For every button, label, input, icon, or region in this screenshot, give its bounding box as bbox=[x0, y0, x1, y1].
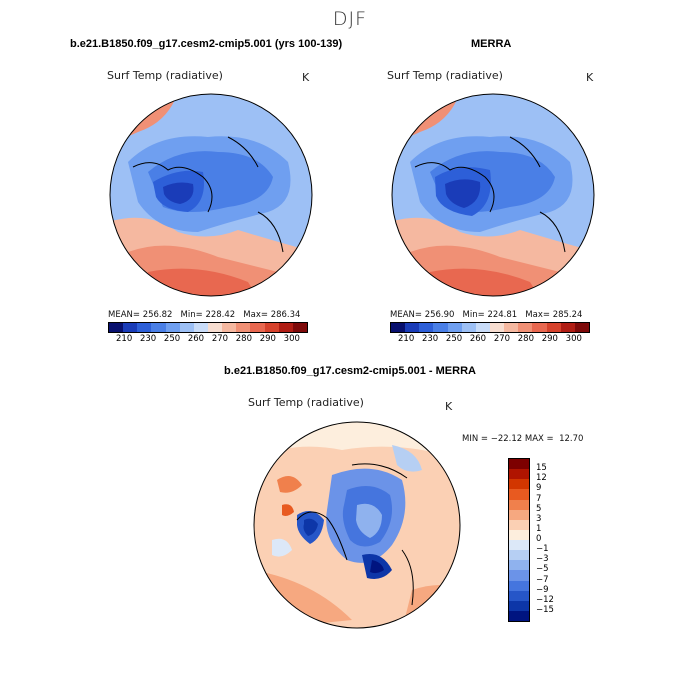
diff-colorbar-swatch bbox=[509, 560, 529, 571]
model-colorbar-swatch bbox=[151, 323, 166, 332]
diff-colorbar-tick-label: 0 bbox=[536, 534, 542, 544]
obs-stats: MEAN= 256.90 Min= 224.81 Max= 285.24 bbox=[390, 310, 583, 320]
obs-colorbar-tick-label: 290 bbox=[541, 334, 558, 344]
obs-colorbar-swatch bbox=[419, 323, 434, 332]
diff-colorbar bbox=[508, 458, 530, 622]
model-colorbar-swatch bbox=[236, 323, 251, 332]
diff-colorbar-tick-label: 9 bbox=[536, 483, 542, 494]
diff-colorbar-swatch bbox=[509, 590, 529, 601]
diff-colorbar-tick-label: 12 bbox=[536, 473, 547, 484]
model-colorbar-swatches bbox=[108, 322, 308, 333]
obs-colorbar-swatch bbox=[405, 323, 420, 332]
model-colorbar-swatch bbox=[292, 323, 307, 332]
diff-colorbar-tick-label: −5 bbox=[536, 564, 549, 575]
diff-colorbar-ticks: 15 12 9 7 5 3 1 0 −1 −3 −5 −7 −9 −12 −15 bbox=[536, 458, 576, 622]
diff-colorbar-swatch bbox=[509, 509, 529, 520]
diff-field-label: Surf Temp (radiative) bbox=[248, 396, 364, 409]
model-colorbar-tick-label: 300 bbox=[283, 334, 300, 344]
obs-colorbar-swatch bbox=[560, 323, 575, 332]
diff-units-label: K bbox=[445, 400, 453, 413]
obs-colorbar-swatch bbox=[447, 323, 462, 332]
obs-colorbar-tick-label: 280 bbox=[517, 334, 534, 344]
obs-colorbar-swatch bbox=[574, 323, 589, 332]
obs-colorbar-swatches bbox=[390, 322, 590, 333]
model-colorbar-swatch bbox=[109, 323, 124, 332]
model-units-label: K bbox=[302, 71, 310, 84]
obs-colorbar-ticks: 210 230 250 260 270 280 290 300 bbox=[398, 334, 582, 344]
model-colorbar-tick-label: 260 bbox=[187, 334, 205, 344]
obs-colorbar-swatch bbox=[504, 323, 519, 332]
diff-colorbar-tick-label: 7 bbox=[536, 493, 542, 504]
model-colorbar-ticks: 210 230 250 260 270 280 290 300 bbox=[116, 334, 300, 344]
diff-colorbar-tick-label: 15 bbox=[536, 463, 547, 474]
obs-units-label: K bbox=[586, 71, 594, 84]
model-panel-title: b.e21.B1850.f09_g17.cesm2-cmip5.001 (yrs… bbox=[70, 38, 343, 50]
obs-colorbar-tick-label: 210 bbox=[398, 334, 415, 344]
obs-colorbar-swatch bbox=[475, 323, 490, 332]
obs-colorbar-swatch bbox=[489, 323, 505, 332]
model-colorbar-swatch bbox=[123, 323, 138, 332]
model-colorbar-swatch bbox=[137, 323, 152, 332]
obs-colorbar-tick-label: 250 bbox=[445, 334, 463, 344]
model-colorbar-tick-label: 230 bbox=[139, 334, 157, 344]
diff-colorbar-swatch bbox=[509, 580, 529, 591]
diff-colorbar-swatch bbox=[509, 499, 529, 510]
model-colorbar-swatch bbox=[222, 323, 237, 332]
model-colorbar-tick-label: 270 bbox=[211, 334, 229, 344]
diff-colorbar-swatch bbox=[509, 550, 529, 561]
obs-field-label: Surf Temp (radiative) bbox=[387, 69, 503, 82]
obs-polar-map bbox=[391, 93, 595, 297]
diff-panel-title: b.e21.B1850.f09_g17.cesm2-cmip5.001 - ME… bbox=[224, 365, 476, 377]
model-stats: MEAN= 256.82 Min= 228.42 Max= 286.34 bbox=[108, 310, 301, 320]
obs-colorbar-swatch bbox=[546, 323, 561, 332]
diff-colorbar-swatch bbox=[509, 519, 529, 530]
model-colorbar-tick-label: 290 bbox=[259, 334, 276, 344]
obs-colorbar-swatch bbox=[461, 323, 476, 332]
diff-colorbar-tick-label: −1 bbox=[536, 544, 549, 555]
obs-colorbar-tick-label: 260 bbox=[469, 334, 487, 344]
diff-colorbar-tick-label: −7 bbox=[536, 574, 549, 585]
model-colorbar-swatch bbox=[250, 323, 265, 332]
diff-colorbar-tick-label: −15 bbox=[536, 604, 554, 615]
model-colorbar-tick-label: 210 bbox=[116, 334, 133, 344]
obs-colorbar-swatch bbox=[518, 323, 533, 332]
diff-colorbar-swatch bbox=[509, 469, 529, 480]
diff-colorbar-tick-label: 3 bbox=[536, 513, 542, 524]
model-colorbar-swatch bbox=[278, 323, 293, 332]
obs-colorbar-tick-label: 230 bbox=[421, 334, 439, 344]
obs-colorbar: 210 230 250 260 270 280 290 300 bbox=[390, 322, 590, 344]
diff-colorbar-swatch bbox=[509, 529, 529, 540]
obs-colorbar-swatch bbox=[391, 323, 406, 332]
diff-colorbar-swatch bbox=[509, 600, 529, 611]
diff-colorbar-swatch bbox=[509, 479, 529, 490]
model-colorbar-tick-label: 280 bbox=[235, 334, 252, 344]
diff-colorbar-swatch bbox=[509, 610, 529, 621]
model-field-label: Surf Temp (radiative) bbox=[107, 69, 223, 82]
diff-colorbar-tick-label: −9 bbox=[536, 584, 549, 595]
model-colorbar-swatch bbox=[207, 323, 223, 332]
model-colorbar-tick-label: 250 bbox=[163, 334, 181, 344]
diff-colorbar-swatch bbox=[509, 489, 529, 500]
diff-polar-map bbox=[253, 421, 461, 629]
obs-colorbar-swatch bbox=[433, 323, 448, 332]
diff-colorbar-tick-label: 1 bbox=[536, 523, 542, 534]
diff-colorbar-swatch bbox=[509, 459, 529, 470]
obs-panel-title: MERRA bbox=[471, 38, 512, 50]
model-colorbar-swatch bbox=[165, 323, 180, 332]
obs-colorbar-tick-label: 270 bbox=[493, 334, 511, 344]
obs-colorbar-swatch bbox=[532, 323, 547, 332]
diff-colorbar-swatch bbox=[509, 540, 529, 551]
model-polar-map bbox=[109, 93, 313, 297]
diff-stats: MIN = −22.12 MAX = 12.70 bbox=[462, 434, 584, 444]
diff-colorbar-tick-label: −12 bbox=[536, 594, 554, 605]
page-title: DJF bbox=[332, 8, 368, 30]
diff-colorbar-swatch bbox=[509, 570, 529, 581]
model-colorbar-swatch bbox=[264, 323, 279, 332]
diff-colorbar-tick-label: −3 bbox=[536, 554, 549, 565]
model-colorbar-swatch bbox=[193, 323, 208, 332]
obs-colorbar-tick-label: 300 bbox=[565, 334, 582, 344]
model-colorbar: 210 230 250 260 270 280 290 300 bbox=[108, 322, 308, 344]
diff-colorbar-tick-label: 5 bbox=[536, 503, 542, 514]
model-colorbar-swatch bbox=[179, 323, 194, 332]
